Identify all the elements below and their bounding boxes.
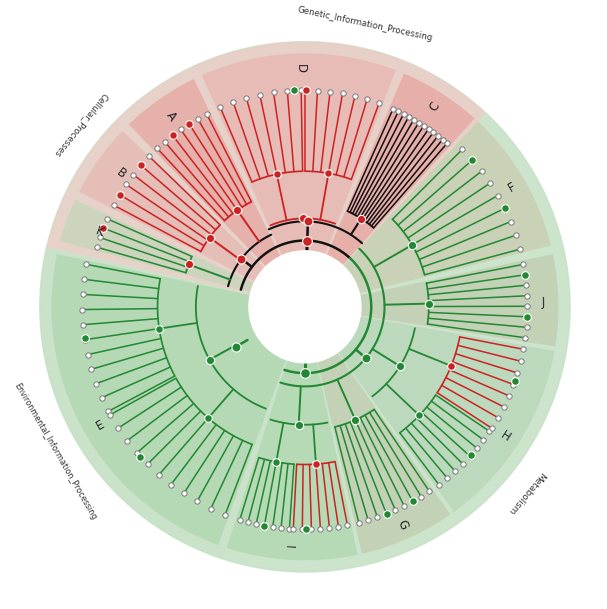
Wedge shape: [39, 247, 305, 559]
Circle shape: [39, 41, 570, 572]
Text: Genetic_Information_Processing: Genetic_Information_Processing: [296, 5, 433, 43]
Wedge shape: [46, 66, 305, 307]
Text: J: J: [542, 296, 546, 309]
Wedge shape: [52, 254, 305, 545]
Text: F: F: [506, 180, 518, 195]
Wedge shape: [305, 74, 475, 307]
Wedge shape: [202, 54, 396, 307]
Wedge shape: [223, 113, 570, 572]
Text: E: E: [94, 417, 107, 432]
Text: C: C: [427, 99, 443, 113]
Wedge shape: [305, 307, 555, 512]
Wedge shape: [79, 131, 305, 307]
Circle shape: [249, 251, 361, 363]
Text: Cellular_Processes: Cellular_Processes: [52, 91, 109, 159]
Text: Metabolism: Metabolism: [506, 470, 546, 515]
Text: K: K: [94, 225, 106, 239]
Text: G: G: [395, 518, 410, 532]
Wedge shape: [226, 307, 358, 560]
Wedge shape: [193, 41, 486, 307]
Text: A: A: [164, 109, 179, 123]
Circle shape: [251, 252, 359, 361]
Wedge shape: [305, 121, 551, 307]
Wedge shape: [305, 254, 558, 347]
Text: Environmental_Information_Processing: Environmental_Information_Processing: [12, 381, 98, 521]
Text: D: D: [294, 63, 307, 72]
Text: H: H: [498, 429, 512, 445]
Text: B: B: [114, 166, 129, 181]
Wedge shape: [129, 79, 305, 307]
Wedge shape: [60, 200, 305, 307]
Wedge shape: [305, 307, 450, 554]
Text: I: I: [286, 543, 299, 547]
